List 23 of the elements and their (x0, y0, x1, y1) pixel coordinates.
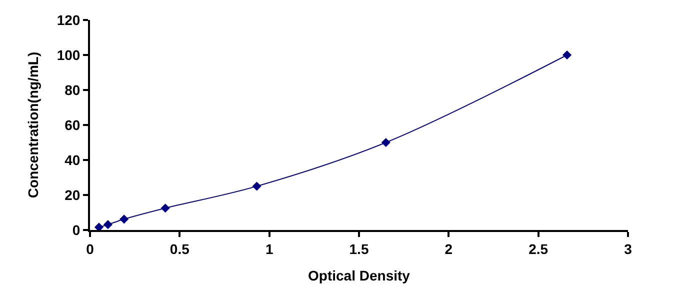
x-axis-title: Optical Density (308, 268, 410, 284)
x-tick-label: 2.5 (528, 240, 548, 257)
y-tick-label: 60 (64, 116, 80, 133)
point (381, 138, 390, 148)
point (103, 220, 112, 230)
x-tick-label: 1 (265, 240, 274, 257)
point (120, 214, 129, 224)
y-tick-label: 0 (72, 222, 80, 238)
x-tick-label: 0 (86, 240, 94, 257)
y-tick-label: 40 (64, 152, 80, 168)
y-tick-label: 20 (64, 186, 80, 203)
x-tick-label: 3 (624, 240, 632, 257)
point (562, 50, 572, 60)
y-tick-label: 120 (56, 12, 80, 28)
point (160, 204, 170, 213)
y-tick-label: 80 (64, 82, 80, 98)
y-axis-title: Concentration(ng/mL) (24, 52, 41, 198)
point (94, 222, 104, 230)
x-tick-label: 2 (444, 240, 453, 257)
x-tick-label: 1.5 (349, 240, 369, 257)
x-tick-label: 0.5 (170, 240, 190, 257)
y-tick-label: 100 (56, 46, 80, 63)
point (252, 182, 262, 191)
